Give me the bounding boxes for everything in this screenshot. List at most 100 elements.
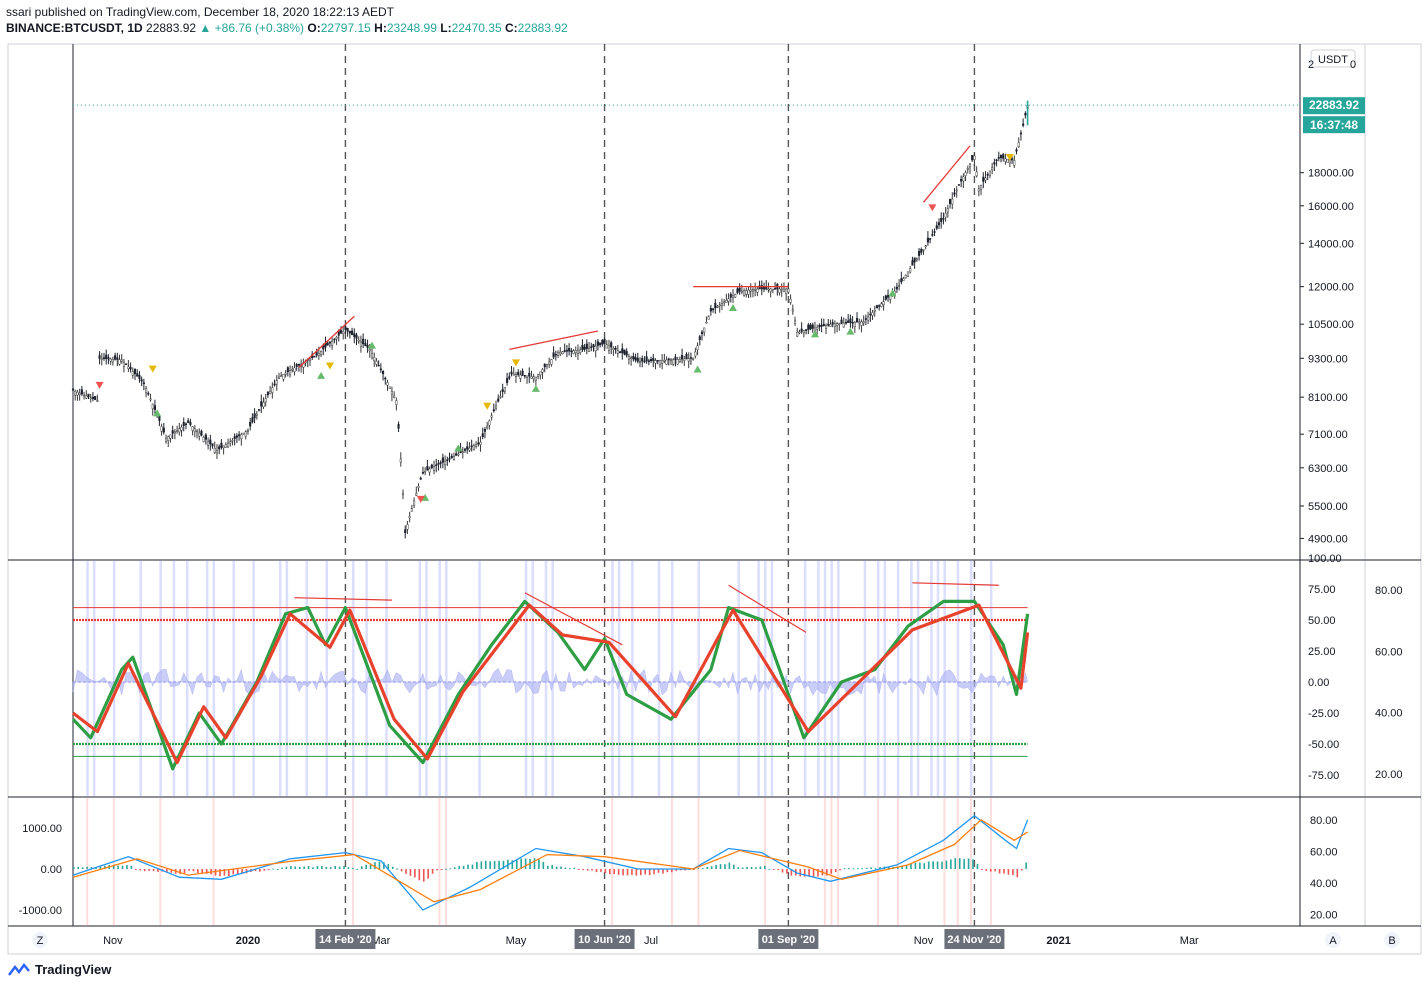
candle-body xyxy=(793,320,797,324)
time-marker-label: 24 Nov '20 xyxy=(947,934,1001,946)
candle-body xyxy=(650,359,653,361)
symbol-name[interactable]: BINANCE:BTCUSDT, 1D xyxy=(6,21,143,35)
time-axis[interactable]: Nov2020MarMayJulSepNov2021Mar14 Feb '201… xyxy=(103,929,1199,949)
candle-body xyxy=(853,321,856,327)
axis-button-b[interactable]: B xyxy=(1384,932,1400,948)
macd-histogram-bar xyxy=(781,869,784,873)
candle-body xyxy=(209,439,212,445)
macd-histogram-bar xyxy=(857,868,859,870)
candle-body xyxy=(681,354,684,360)
candle-body xyxy=(782,288,786,293)
macd-histogram-bar xyxy=(1007,869,1010,875)
macd-histogram-bar xyxy=(267,869,270,870)
candle-body xyxy=(510,371,513,375)
candle-body xyxy=(432,466,436,471)
price-tick-label: 12000.00 xyxy=(1308,282,1354,294)
macd-signal-band xyxy=(352,798,355,925)
macd-histogram-bar xyxy=(586,869,589,871)
candle-body xyxy=(767,288,770,291)
candle-body xyxy=(587,347,591,352)
up-signal-triangle xyxy=(454,444,463,452)
candle-body xyxy=(926,237,929,243)
candle-body xyxy=(1006,158,1009,163)
macd-histogram-bar xyxy=(693,869,695,870)
candle-body xyxy=(111,358,114,363)
macd-histogram-bar xyxy=(888,867,890,869)
candle-body xyxy=(838,323,841,325)
candle-body xyxy=(820,324,823,327)
candle-body xyxy=(430,464,433,469)
candle-body xyxy=(320,350,323,356)
time-marker-label: 14 Feb '20 xyxy=(319,934,372,946)
candle-body xyxy=(860,321,863,326)
macd-histogram-bar xyxy=(241,869,243,875)
osc-signal-band xyxy=(252,561,255,796)
macd-axis[interactable]: 1000.00 0.00 -1000.00 80.00 60.00 40.00 20.00 xyxy=(19,815,1338,921)
candle-body xyxy=(191,426,194,431)
macd-pane[interactable] xyxy=(72,814,1029,911)
macd-histogram-bar xyxy=(316,866,319,869)
macd-histogram-bar xyxy=(436,869,438,871)
candle-body xyxy=(716,306,719,308)
candle-body xyxy=(977,188,980,192)
oscillator-axis[interactable]: 100.00 75.00 50.00 25.00 0.00 -25.00 -50.00 -75… xyxy=(1308,553,1403,782)
low-value: 22470.35 xyxy=(451,21,502,35)
macd-histogram-bar xyxy=(515,859,518,869)
axis-button-z[interactable]: Z xyxy=(32,932,48,948)
macd-histogram-bar xyxy=(710,866,713,869)
candle-body xyxy=(1017,142,1020,148)
candle-body xyxy=(107,357,110,360)
macd-histogram-bar xyxy=(932,861,934,869)
candle-body xyxy=(251,417,254,423)
price-pane[interactable] xyxy=(71,100,1300,539)
axis-button-a[interactable]: A xyxy=(1325,932,1341,948)
candle-body xyxy=(616,350,619,354)
macd-histogram-bar xyxy=(817,869,819,877)
macd-histogram-bar xyxy=(170,869,173,873)
candle-body xyxy=(249,422,252,427)
candle-body xyxy=(501,389,504,392)
macd-histogram-bar xyxy=(799,869,802,877)
osc-signal-band xyxy=(969,561,973,796)
candle-body xyxy=(556,352,560,356)
candle-body xyxy=(833,323,836,327)
oscillator-pane[interactable] xyxy=(71,582,1030,771)
osc-signal-band xyxy=(185,561,189,796)
candle-body xyxy=(468,447,471,451)
macd-histogram-bar xyxy=(998,869,1001,874)
candle-body xyxy=(408,516,411,519)
currency-badge[interactable]: USDT xyxy=(1310,49,1356,68)
macd-histogram-bar xyxy=(188,869,190,871)
candle-body xyxy=(499,396,502,398)
candle-body xyxy=(632,356,635,360)
macd-histogram-bar xyxy=(600,869,602,872)
macd-histogram-bar xyxy=(112,864,115,869)
candle-body xyxy=(169,434,172,439)
candle-body xyxy=(269,391,272,395)
osc-signal-band xyxy=(803,561,807,796)
candle-body xyxy=(906,271,910,277)
change-up-arrow-icon: ▲ xyxy=(199,21,212,35)
macd-histogram-bar xyxy=(564,867,567,869)
macd-signal-band xyxy=(956,798,959,925)
candle-body xyxy=(864,318,867,320)
macd-histogram-bar xyxy=(480,861,483,869)
candle-body xyxy=(466,446,469,450)
candle-body xyxy=(871,312,874,316)
macd-histogram-bar xyxy=(77,866,80,869)
candle-body xyxy=(417,485,420,488)
price-axis[interactable]: 18000.00 16000.00 14000.00 12000.00 10500.00… xyxy=(1300,168,1354,546)
macd-histogram-bar xyxy=(462,865,465,869)
candle-body xyxy=(401,493,405,496)
macd-histogram-bar xyxy=(524,858,527,869)
candle-body xyxy=(204,434,207,440)
osc-signal-band xyxy=(697,561,701,796)
candle-body xyxy=(623,349,626,355)
time-axis-label: Nov xyxy=(103,935,123,947)
macd-histogram-bar xyxy=(391,866,394,869)
macd-histogram-bar xyxy=(383,862,385,869)
macd-histogram-bar xyxy=(914,862,917,869)
osc-signal-band xyxy=(764,561,767,796)
candle-body xyxy=(621,348,624,354)
